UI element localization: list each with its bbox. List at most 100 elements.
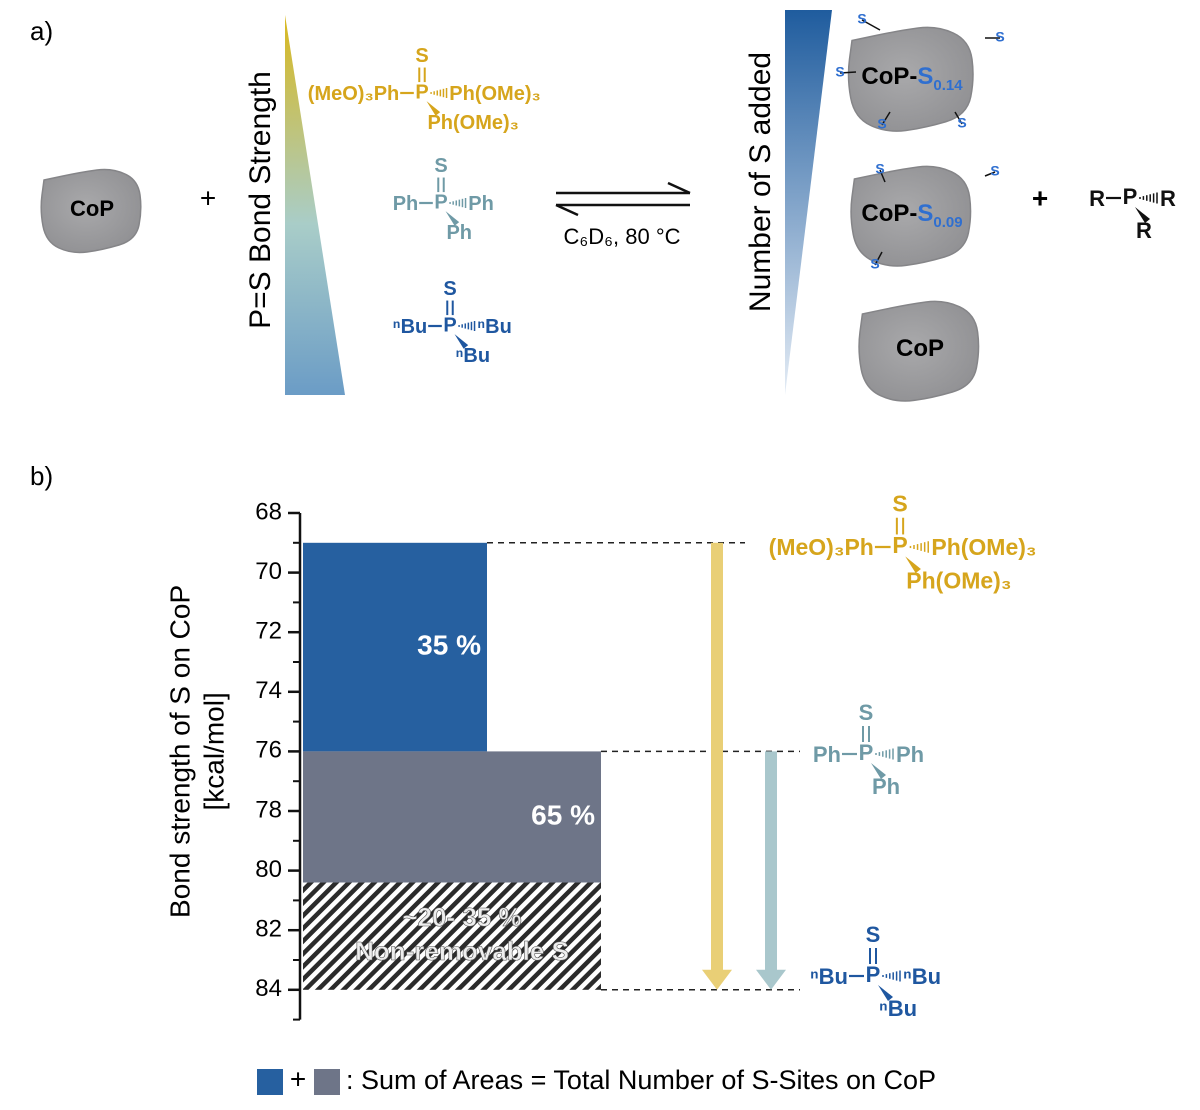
wedge-bond (878, 985, 893, 1001)
bar (303, 542, 487, 752)
legend-swatch (314, 1069, 340, 1095)
substituent-right: R (1160, 186, 1176, 211)
substituent-right: Ph(OMe)₃ (931, 534, 1036, 560)
sulfur: S (434, 155, 447, 177)
bar-label: 65 % (531, 799, 595, 830)
cop-particle (858, 300, 980, 402)
arrow (756, 751, 786, 990)
surface-bond (861, 19, 881, 31)
product-name: CoP (896, 335, 944, 362)
substituent-bottom: Ph(OMe)₃ (906, 568, 1011, 594)
bar (303, 751, 601, 883)
bar-label: ~20- 35 % (402, 902, 521, 932)
wedge-bond (871, 763, 886, 779)
y-tick-label: 84 (255, 975, 282, 1002)
phosphorus: P (866, 962, 881, 987)
bar-label: 35 % (417, 629, 481, 660)
wedge-bond (454, 334, 469, 349)
phosphorus: P (434, 191, 447, 213)
wedge-bond (905, 556, 921, 574)
product-sub: 0.14 (933, 77, 963, 94)
product-s: S (917, 200, 933, 227)
product-name: CoP- (861, 63, 917, 90)
legend-plus: + (290, 1063, 306, 1094)
surface-bond (954, 111, 963, 125)
bar (303, 882, 601, 990)
surface-s: S (835, 64, 844, 80)
substituent-right: ⁿBu (903, 964, 941, 989)
axis-label: P=S Bond Strength (244, 71, 277, 329)
substituent-bottom: ⁿBu (879, 996, 917, 1021)
substituent-bottom: Ph (446, 222, 472, 244)
phosphorus: P (443, 314, 456, 336)
plus: + (1032, 182, 1048, 213)
reactant-label: CoP (70, 196, 114, 221)
conditions: C₆D₆, 80 °C (563, 224, 680, 249)
product-label: CoP (896, 335, 944, 362)
y-tick-label: 72 (255, 618, 282, 645)
substituent-right: Ph (896, 742, 924, 767)
substituent-left: R (1089, 186, 1105, 211)
y-tick-label: 82 (255, 916, 282, 943)
substituent-left: (MeO)₃Ph (769, 534, 874, 560)
surface-s: S (857, 11, 866, 27)
wedge-bond (426, 101, 441, 116)
legend-text: : Sum of Areas = Total Number of S-Sites… (346, 1065, 936, 1095)
phosphorus: P (892, 532, 907, 558)
wedge-bond (1135, 207, 1150, 223)
gradient-wedge (785, 10, 832, 395)
substituent-bottom: ⁿBu (455, 345, 490, 367)
substituent-bottom: Ph (872, 774, 900, 799)
panel-label: b) (30, 461, 53, 491)
surface-bond (881, 111, 891, 126)
substituent-right: ⁿBu (477, 316, 512, 338)
substituent-left: (MeO)₃Ph (308, 83, 399, 105)
surface-bond (874, 251, 883, 266)
y-axis-label: [kcal/mol] (198, 692, 229, 810)
product-label: CoP-S0.09 (861, 200, 962, 231)
y-tick-label: 76 (255, 737, 282, 764)
cop-particle (850, 165, 972, 267)
arrow (702, 542, 732, 990)
substituent-right: Ph(OMe)₃ (449, 83, 540, 105)
sulfur: S (892, 490, 907, 516)
legend-swatch (257, 1069, 283, 1095)
product-s: S (917, 63, 933, 90)
substituent-left: Ph (393, 193, 419, 215)
surface-s: S (877, 116, 886, 132)
y-tick-label: 80 (255, 856, 282, 883)
sulfur: S (415, 45, 428, 67)
phosphorus: P (1123, 184, 1138, 209)
y-tick-label: 68 (255, 498, 282, 525)
cop-particle (40, 168, 142, 254)
substituent-left: Ph (813, 742, 841, 767)
surface-s: S (957, 115, 966, 131)
substituent-left: ⁿBu (810, 964, 848, 989)
substituent-right: Ph (468, 193, 494, 215)
plus: + (200, 182, 216, 213)
sulfur: S (443, 278, 456, 300)
surface-s: S (990, 163, 999, 179)
y-tick-label: 74 (255, 677, 282, 704)
phosphorus: P (859, 740, 874, 765)
substituent-bottom: R (1136, 218, 1152, 243)
bar-label: Non-removable S (355, 936, 569, 966)
cop-particle (847, 26, 974, 132)
gradient-wedge (285, 15, 345, 395)
product-name: CoP- (861, 200, 917, 227)
product-sub: 0.09 (933, 214, 962, 231)
sulfur: S (866, 922, 881, 947)
wedge-bond (445, 211, 460, 226)
surface-bond (879, 169, 886, 183)
substituent-bottom: Ph(OMe)₃ (427, 112, 518, 134)
y-tick-label: 78 (255, 796, 282, 823)
y-tick-label: 70 (255, 558, 282, 585)
axis-label: Number of S added (744, 52, 777, 312)
surface-s: S (870, 256, 879, 272)
panel-label: a) (30, 16, 53, 46)
surface-s: S (995, 29, 1004, 45)
y-axis-label: Bond strength of S on CoP (164, 585, 195, 918)
equilibrium-arrows (555, 181, 691, 217)
surface-s: S (875, 161, 884, 177)
